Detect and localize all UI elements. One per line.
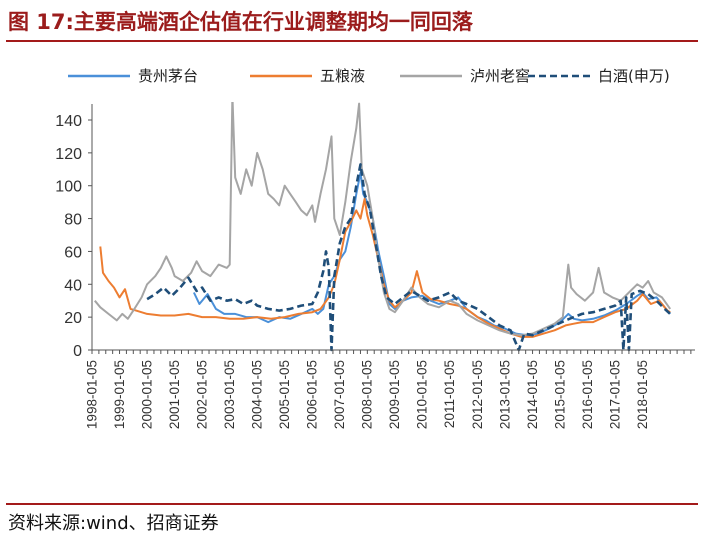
x-tick-label: 1998-01-05 (84, 360, 99, 429)
x-tick-label: 2005-01-05 (277, 360, 292, 429)
series-line-2 (94, 102, 672, 337)
legend-label-2: 泸州老窖 (470, 67, 530, 85)
y-tick-label: 80 (64, 212, 82, 229)
x-tick-label: 2016-01-05 (580, 360, 595, 429)
y-tick-label: 60 (64, 244, 82, 261)
x-tick-label: 2010-01-05 (415, 360, 430, 429)
x-tick-label: 2003-01-05 (222, 360, 237, 429)
series-line-3 (146, 163, 672, 352)
y-tick-label: 120 (55, 146, 82, 163)
y-tick-label: 140 (55, 113, 82, 130)
series-line-0 (192, 171, 671, 337)
x-tick-label: 1999-01-05 (112, 360, 127, 429)
x-tick-label: 2009-01-05 (387, 360, 402, 429)
x-tick-label: 2013-01-05 (497, 360, 512, 429)
x-tick-label: 2017-01-05 (607, 360, 622, 429)
y-tick-label: 0 (73, 343, 82, 360)
y-tick-label: 40 (64, 277, 82, 294)
x-tick-label: 2012-01-05 (470, 360, 485, 429)
x-tick-label: 2008-01-05 (360, 360, 375, 429)
legend: 贵州茅台 五粮液 泸州老窖 白酒(申万) (68, 67, 670, 85)
x-tick-label: 2000-01-05 (139, 360, 154, 429)
x-tick-label: 2018-01-05 (635, 360, 650, 429)
x-tick-label: 2007-01-05 (332, 360, 347, 429)
legend-label-0: 贵州茅台 (138, 67, 198, 85)
plot-area (94, 102, 672, 352)
x-tick-label: 2015-01-05 (552, 360, 567, 429)
valuation-line-chart: 贵州茅台 五粮液 泸州老窖 白酒(申万) 0 20 40 60 80 100 120 140 1998… (55, 67, 695, 429)
source-rule (6, 503, 698, 505)
title-rule (6, 40, 698, 42)
y-tick-label: 20 (64, 310, 82, 327)
axes: 0 20 40 60 80 100 120 140 1998-01-05 1999-01-05 20… (55, 104, 695, 429)
source-note: 资料来源:wind、招商证券 (8, 513, 219, 534)
figure-title: 图 17:主要高端酒企估值在行业调整期均一同回落 (8, 10, 473, 34)
x-tick-label: 2001-01-05 (167, 360, 182, 429)
series-line-1 (99, 197, 671, 338)
legend-label-3: 白酒(申万) (598, 67, 670, 85)
x-tick-label: 2006-01-05 (305, 360, 320, 429)
x-tick-label: 2014-01-05 (525, 360, 540, 429)
x-tick-label: 2002-01-05 (194, 360, 209, 429)
legend-label-1: 五粮液 (320, 67, 365, 85)
x-tick-label: 2004-01-05 (249, 360, 264, 429)
x-tick-label: 2011-01-05 (442, 360, 457, 428)
y-tick-label: 100 (55, 179, 82, 196)
